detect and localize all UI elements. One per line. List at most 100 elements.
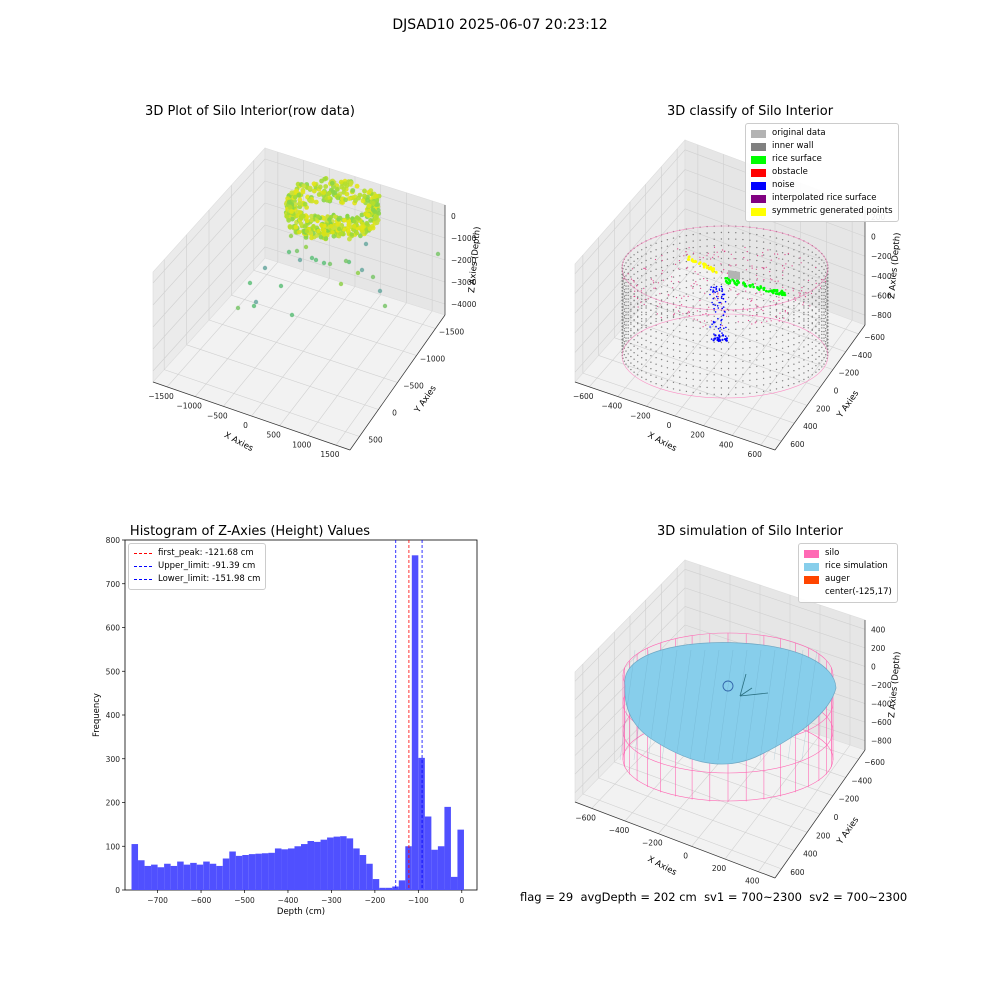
wall-point (793, 249, 795, 251)
data-point (360, 198, 366, 204)
wall-point (637, 264, 639, 266)
surface-point (803, 302, 805, 304)
data-point (343, 258, 349, 264)
wall-point (666, 258, 669, 260)
wall-point (749, 311, 751, 313)
z-tick-label: −600 (871, 718, 892, 727)
x-axis-label: X Axies (646, 854, 679, 878)
wall-point (742, 354, 744, 356)
wall-point (621, 273, 623, 276)
wall-point (627, 346, 629, 349)
legend-label: Lower_limit: -151.98 cm (158, 574, 261, 584)
wall-point (655, 337, 657, 339)
legend-line (134, 553, 152, 554)
wall-point (672, 295, 675, 298)
wall-point (749, 246, 751, 248)
wall-point (641, 357, 643, 359)
sv2-text: sv2 = 700~2300 (809, 890, 908, 904)
surface-point (754, 322, 756, 324)
wall-point (825, 297, 827, 299)
wall-point (762, 293, 765, 295)
wall-point (823, 268, 825, 271)
surface-point (675, 306, 677, 308)
surface-point (774, 253, 776, 255)
noise-point (713, 333, 715, 335)
grid-line (574, 569, 686, 682)
wall-point (650, 283, 652, 285)
rice-surface-point (725, 280, 729, 284)
surface-point (688, 310, 690, 312)
data-point (251, 303, 257, 309)
wall-point (720, 322, 723, 324)
data-point (373, 193, 379, 199)
wall-point (787, 319, 790, 322)
wall-point (825, 282, 827, 284)
surface-mesh (689, 649, 706, 761)
wall-point (660, 313, 663, 315)
noise-point (721, 332, 723, 334)
wall-point (645, 318, 647, 320)
wall-point (627, 317, 629, 320)
wall-point (666, 380, 669, 382)
wall-point (803, 346, 805, 348)
wall-point (650, 368, 652, 370)
noise-point (725, 326, 727, 329)
legend-swatch (751, 155, 766, 164)
surface-point (687, 266, 689, 268)
legend-item: auger (804, 573, 892, 586)
wall-point (655, 314, 657, 316)
histogram-bar (157, 867, 165, 890)
wall-point (625, 314, 627, 316)
wall-point (749, 239, 751, 241)
wall-point (821, 265, 823, 268)
wall-point (825, 289, 827, 291)
wall-point (735, 341, 737, 343)
wall-point (769, 262, 771, 264)
wall-point (818, 269, 820, 272)
data-point (309, 235, 314, 241)
wall-point (720, 380, 723, 383)
wall-point (818, 263, 820, 265)
surface-point (774, 304, 777, 306)
surface-point (717, 256, 719, 258)
wall-point (630, 349, 632, 351)
surface-point (751, 299, 753, 302)
wall-point (650, 348, 652, 350)
data-point (341, 227, 347, 232)
wall-point (781, 328, 784, 330)
data-point (362, 188, 367, 194)
noise-point (712, 297, 715, 300)
avg-depth-text: avgDepth = 202 cm (580, 890, 697, 904)
wall-point (762, 260, 765, 263)
noise-point (720, 297, 723, 300)
wall-point (637, 316, 639, 318)
wall-point (655, 318, 657, 320)
wall-point (713, 238, 715, 240)
data-point (335, 222, 340, 227)
rice-surface-point (743, 282, 747, 286)
surface-point (652, 280, 654, 282)
wall-point (825, 334, 827, 336)
wall-point (818, 362, 820, 364)
wall-point (811, 316, 813, 318)
wall-point (823, 317, 825, 320)
surface-point (799, 292, 801, 294)
wall-point (621, 290, 623, 292)
wall-point (660, 384, 663, 387)
wall-point (815, 352, 817, 354)
wall-point (685, 332, 688, 334)
surface-point (694, 271, 696, 273)
wall-point (827, 329, 829, 331)
surface-point (801, 287, 803, 289)
wall-point (826, 331, 828, 333)
wall-point (623, 330, 625, 332)
wall-point (762, 273, 765, 276)
wall-point (713, 354, 715, 356)
wall-point (749, 360, 751, 362)
wall-point (623, 304, 625, 306)
wall-point (749, 272, 751, 274)
surface-point (683, 255, 685, 257)
wall-point (821, 285, 823, 287)
data-point (359, 212, 365, 218)
wall-point (769, 275, 771, 277)
